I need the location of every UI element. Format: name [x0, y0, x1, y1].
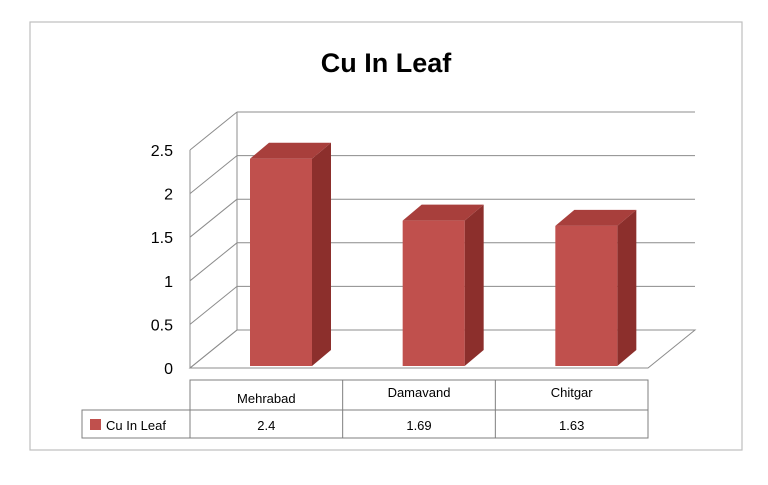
depth-gridline — [189, 111, 238, 151]
y-tick-label: 1 — [164, 274, 173, 291]
bar-top — [250, 142, 331, 159]
bar-side — [464, 204, 484, 366]
y-tick-label: 2 — [164, 187, 173, 204]
depth-gridline — [189, 198, 238, 238]
bars — [250, 142, 637, 366]
depth-gridline — [189, 242, 238, 282]
data-table: Mehrabad 2.4 Damavand 1.69 Chitgar 1.63 Cu In … — [81, 379, 649, 439]
y-tick-label: 1.5 — [151, 230, 173, 247]
depth-gridline — [189, 286, 238, 325]
chart-floor — [188, 329, 697, 369]
data-label: 1.69 — [406, 418, 431, 433]
table-frame — [189, 379, 649, 439]
legend-series-name: Cu In Leaf — [106, 418, 166, 433]
bar-top — [555, 209, 637, 226]
data-label: 1.63 — [559, 418, 584, 433]
axis — [188, 112, 697, 369]
bar-front — [402, 220, 465, 366]
x-category-label: Damavand — [388, 385, 451, 400]
legend-cell — [81, 409, 191, 439]
y-tick-label: 0.5 — [151, 317, 173, 334]
chart-title: Cu In Leaf — [321, 48, 453, 78]
bar-front — [555, 225, 618, 366]
bar-side — [312, 142, 331, 366]
bar — [402, 204, 484, 366]
legend-swatch — [90, 419, 101, 430]
bar — [555, 209, 637, 366]
bar-side — [617, 209, 637, 366]
x-category-label: Mehrabad — [237, 391, 296, 406]
depth-gridline — [189, 155, 238, 194]
y-tick-label: 0 — [164, 361, 173, 378]
bar — [250, 142, 331, 366]
y-axis-tick-labels: 0 0.5 1 1.5 2 2.5 — [151, 143, 173, 378]
x-category-label: Chitgar — [551, 385, 594, 400]
data-label: 2.4 — [257, 418, 275, 433]
bar-top — [402, 204, 484, 221]
y-tick-label: 2.5 — [151, 143, 173, 160]
bar-front — [250, 158, 312, 366]
